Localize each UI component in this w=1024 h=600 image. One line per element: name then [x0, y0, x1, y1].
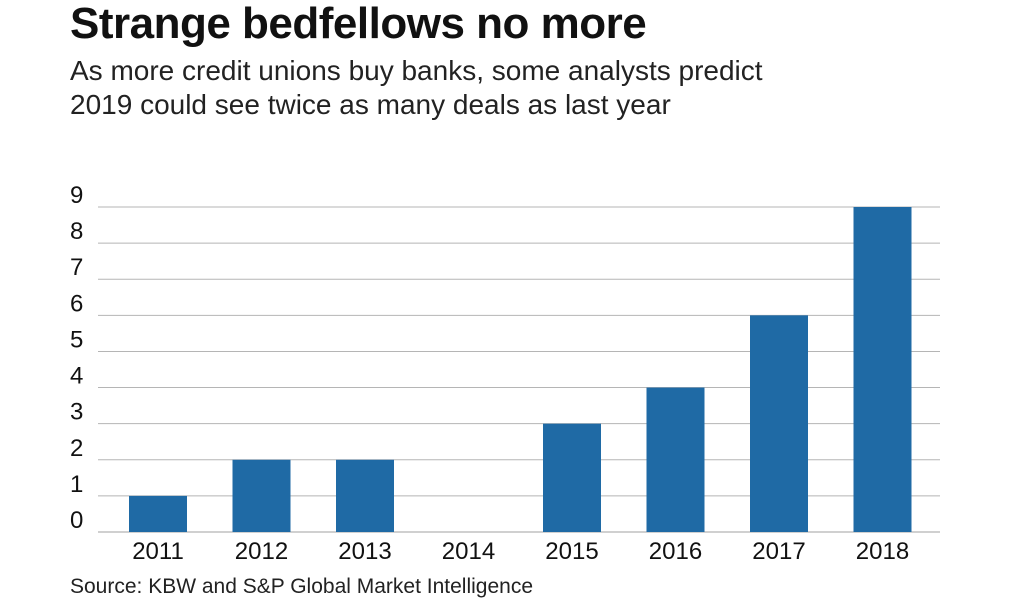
bar-2013	[336, 459, 394, 532]
x-tick-label-2016: 2016	[649, 538, 702, 565]
x-tick-label-2011: 2011	[132, 538, 184, 565]
x-axis-tick-labels: 2011 2012 2013 2014 2015 2016 2017 2018	[132, 538, 909, 565]
y-tick-label-8: 8	[70, 218, 83, 245]
chart-subtitle-line-2: 2019 could see twice as many deals as la…	[70, 89, 671, 120]
chart-title: Strange bedfellows no more	[70, 0, 647, 48]
y-tick-label-1: 1	[70, 471, 83, 498]
y-tick-label-6: 6	[70, 290, 83, 317]
bar-2016	[646, 387, 705, 532]
bar-2017	[750, 315, 808, 532]
bar-2015	[543, 423, 601, 532]
bar-2018	[853, 207, 912, 532]
bar-2011	[129, 495, 187, 532]
x-tick-label-2012: 2012	[235, 538, 288, 565]
y-tick-label-7: 7	[70, 254, 83, 281]
y-tick-label-2: 2	[70, 435, 83, 462]
x-tick-label-2017: 2017	[752, 538, 805, 565]
x-tick-label-2014: 2014	[442, 538, 495, 565]
chart-subtitle-line-1: As more credit unions buy banks, some an…	[70, 55, 763, 86]
y-tick-label-5: 5	[70, 326, 83, 353]
bar-2012	[232, 459, 291, 532]
y-axis-tick-labels: 0 1 2 3 4 5 6 7 8 9	[70, 182, 83, 534]
y-tick-label-3: 3	[70, 399, 83, 426]
y-tick-label-0: 0	[70, 507, 83, 534]
x-tick-label-2015: 2015	[545, 538, 598, 565]
gridlines	[98, 206, 940, 533]
bars	[129, 207, 912, 532]
x-tick-label-2013: 2013	[338, 538, 391, 565]
y-tick-label-4: 4	[70, 363, 83, 390]
y-tick-label-9: 9	[70, 182, 83, 209]
chart-subtitle: As more credit unions buy banks, some an…	[70, 54, 970, 122]
x-tick-label-2018: 2018	[856, 538, 909, 565]
source-note: Source: KBW and S&P Global Market Intell…	[70, 575, 534, 598]
